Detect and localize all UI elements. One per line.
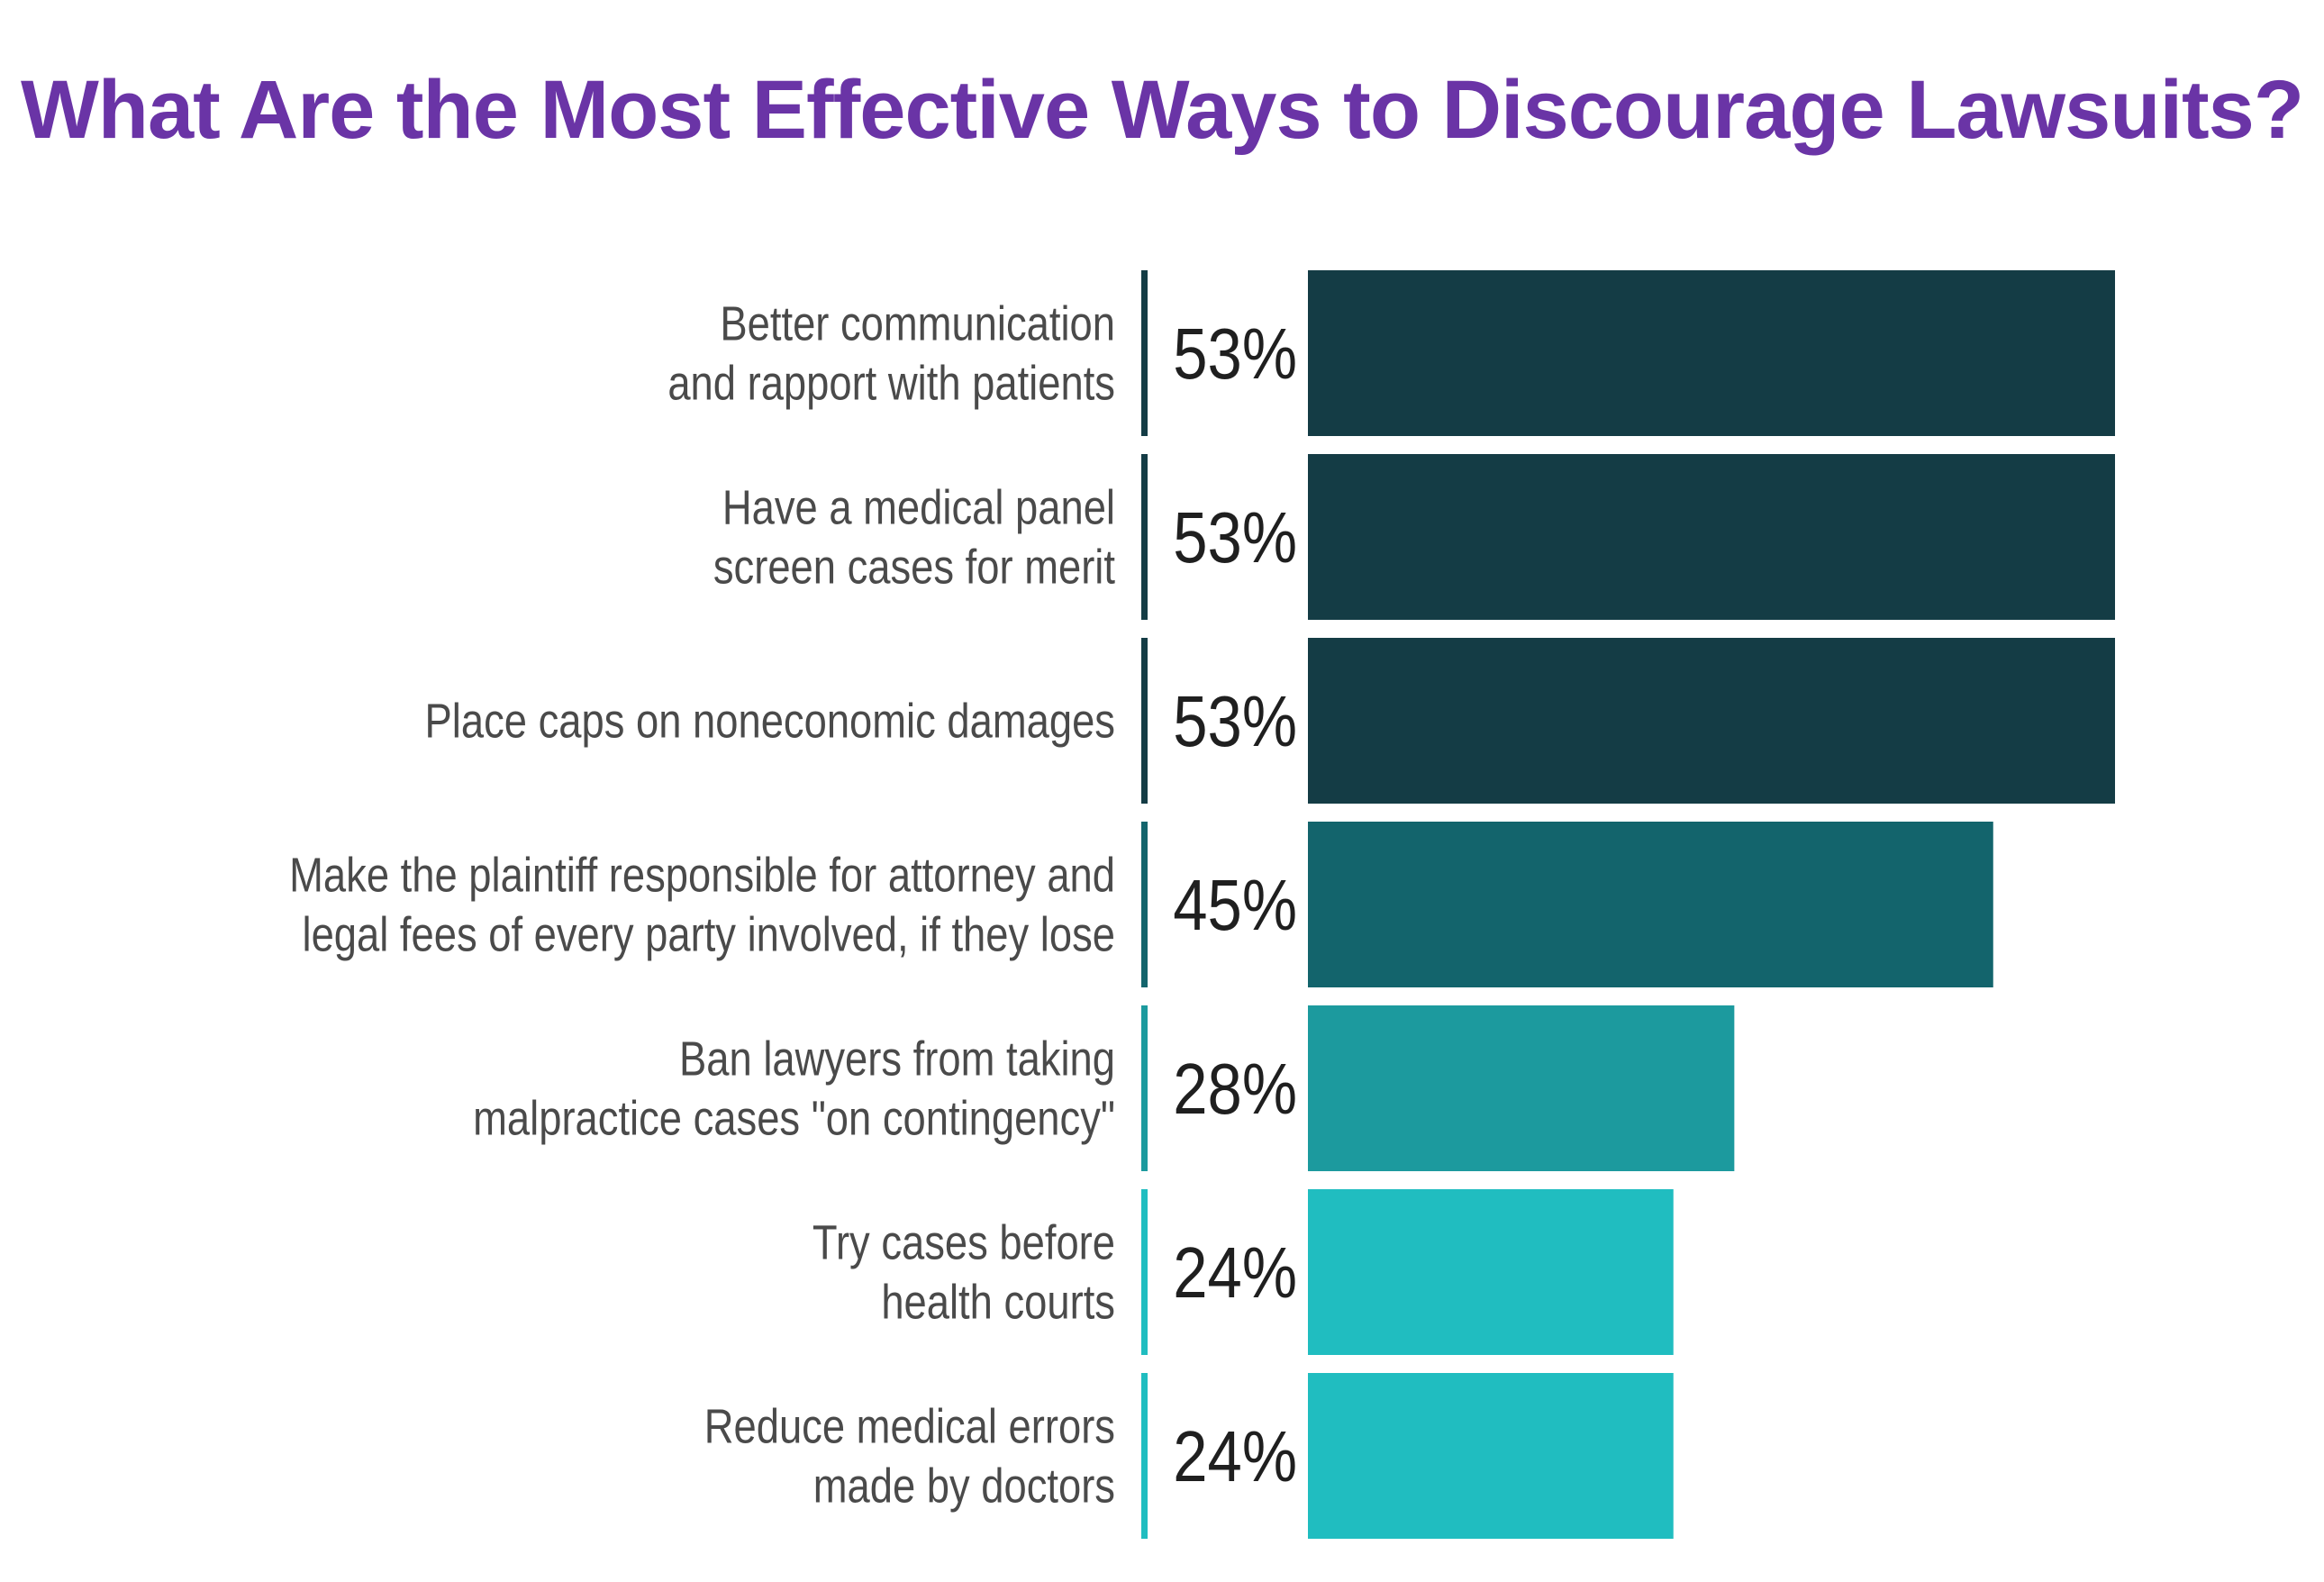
- category-label-line: health courts: [881, 1275, 1115, 1330]
- bar: [1308, 1005, 1735, 1171]
- bar: [1308, 822, 1993, 987]
- category-label: Better communication and rapport with pat…: [667, 296, 1115, 411]
- category-label: Place caps on noneconomic damages: [425, 694, 1115, 749]
- category-label: Try cases before health courts: [812, 1215, 1115, 1330]
- data-label: 45%: [1173, 864, 1297, 945]
- category-label-line: Try cases before: [812, 1215, 1115, 1270]
- category-label-line: legal fees of every party involved, if t…: [302, 907, 1115, 962]
- category-label-line: Better communication: [720, 296, 1115, 351]
- bar: [1308, 638, 2115, 804]
- axis-line-segment: [1141, 1189, 1148, 1355]
- axis-line-segment: [1141, 1373, 1148, 1539]
- data-label: 53%: [1173, 680, 1297, 761]
- category-label-line: Place caps on noneconomic damages: [425, 694, 1115, 749]
- axis-line-segment: [1141, 270, 1148, 436]
- axis-line-segment: [1141, 1005, 1148, 1171]
- axis-line-segment: [1141, 638, 1148, 804]
- bar: [1308, 270, 2115, 436]
- category-label-line: Reduce medical errors: [704, 1399, 1115, 1454]
- bar: [1308, 1189, 1674, 1355]
- category-label-line: Have a medical panel: [722, 480, 1115, 535]
- category-label-line: screen cases for merit: [713, 540, 1115, 595]
- category-label-line: Make the plaintiff responsible for attor…: [289, 848, 1115, 903]
- axis-line-segment: [1141, 822, 1148, 987]
- axis-line-segment: [1141, 454, 1148, 620]
- category-label-line: Ban lawyers from taking: [679, 1032, 1115, 1086]
- data-label: 53%: [1173, 496, 1297, 577]
- category-label: Make the plaintiff responsible for attor…: [289, 848, 1115, 962]
- chart-title: What Are the Most Effective Ways to Disc…: [20, 64, 2304, 156]
- data-label: 28%: [1173, 1048, 1297, 1129]
- category-label-line: made by doctors: [813, 1459, 1115, 1514]
- category-label-line: and rapport with patients: [667, 356, 1115, 411]
- category-label-line: malpractice cases "on contingency": [473, 1091, 1115, 1146]
- bar: [1308, 454, 2115, 620]
- data-label: 24%: [1173, 1232, 1297, 1313]
- bar: [1308, 1373, 1674, 1539]
- category-label: Reduce medical errors made by doctors: [704, 1399, 1115, 1514]
- category-label: Ban lawyers from taking malpractice cases…: [473, 1032, 1115, 1146]
- data-label: 24%: [1173, 1415, 1297, 1496]
- category-label: Have a medical panel screen cases for mer…: [713, 480, 1115, 595]
- data-label: 53%: [1173, 313, 1297, 394]
